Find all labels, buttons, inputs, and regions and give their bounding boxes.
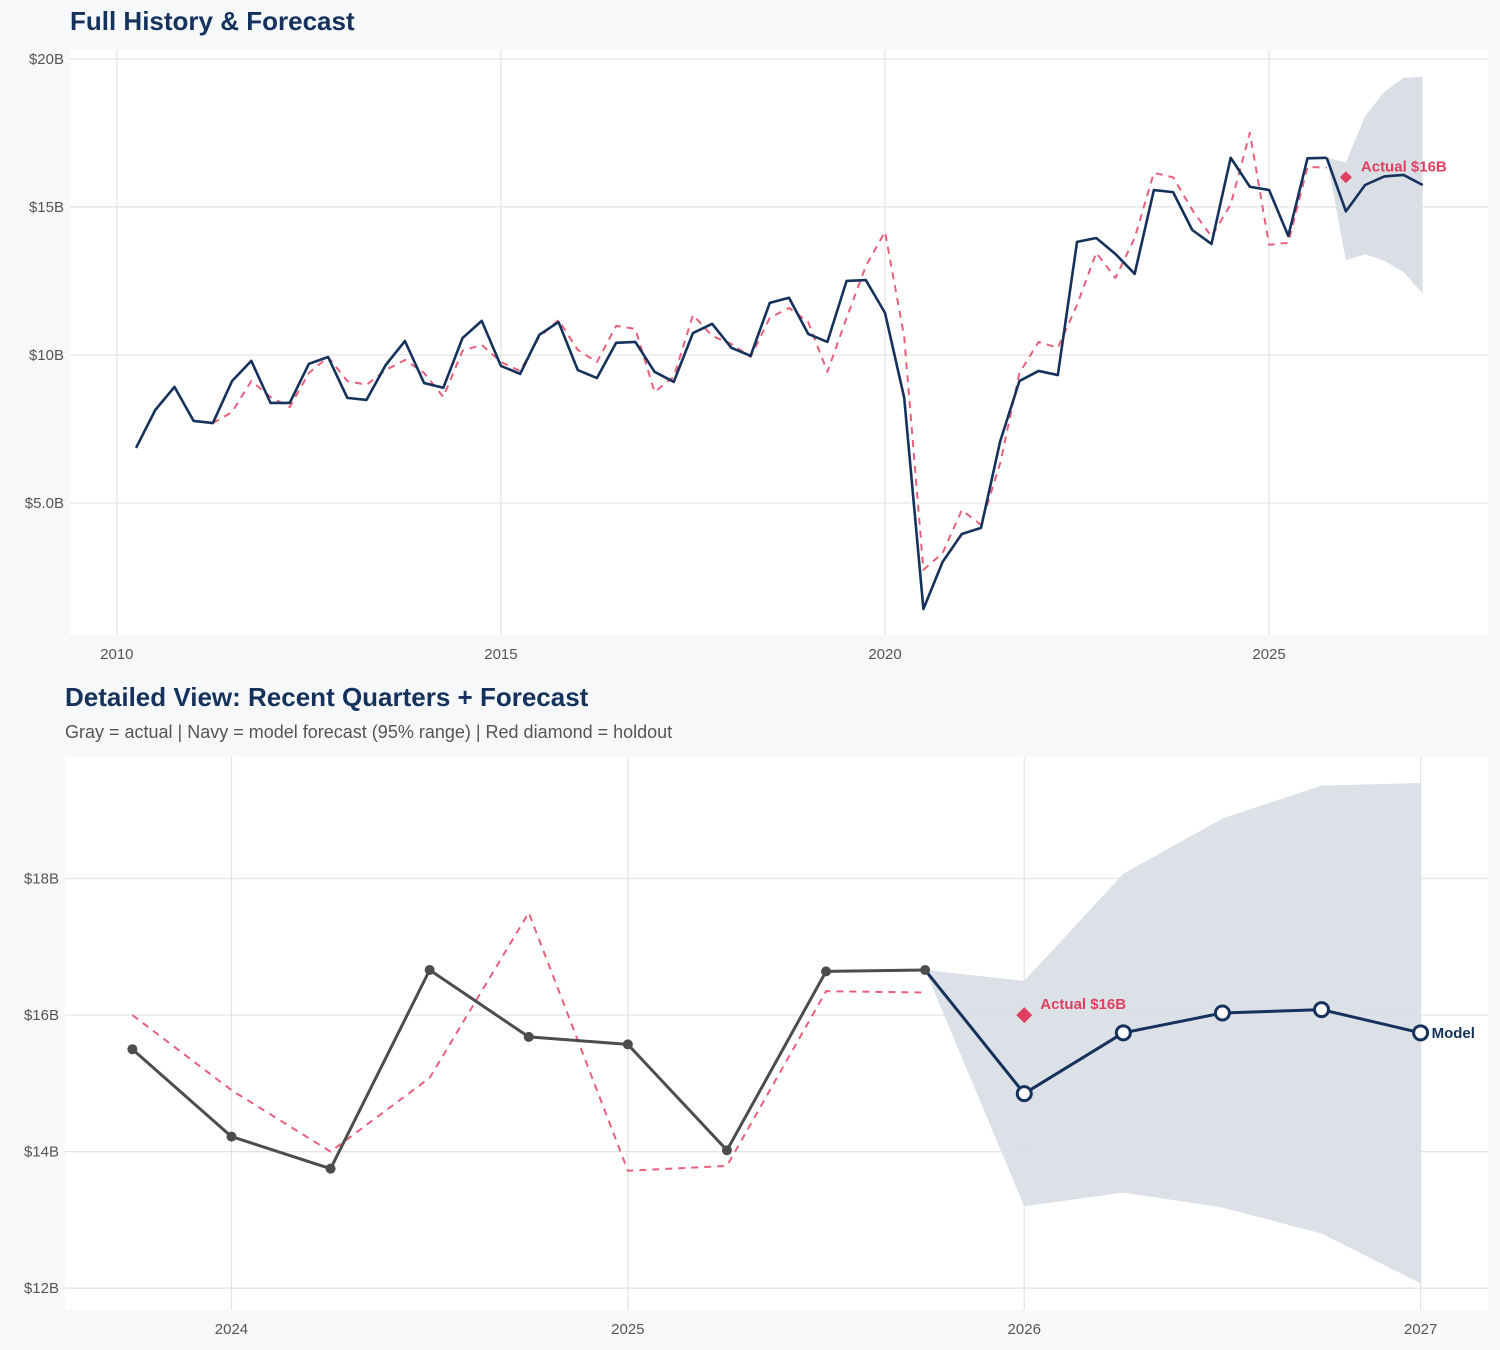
- model-end-label: Model: [1432, 1025, 1475, 1042]
- actual-point: [325, 1163, 336, 1174]
- y-tick-label: $18B: [24, 871, 59, 888]
- holdout-label: Actual $16B: [1040, 996, 1126, 1013]
- forecast-band: [925, 782, 1421, 1284]
- y-tick-label: $12B: [24, 1280, 59, 1297]
- actual-point: [523, 1031, 534, 1042]
- x-tick-label: 2020: [868, 646, 901, 663]
- holdout-diamond: [1339, 171, 1352, 184]
- x-tick-label: 2025: [611, 1321, 644, 1338]
- forecast-point: [1015, 1085, 1033, 1103]
- chart-0: 2010 2015 2020 2025 $5.0B $10B $15B $20B Actual …: [25, 50, 1488, 663]
- x-tick-label: 2010: [100, 646, 133, 663]
- forecast-point: [1313, 1001, 1331, 1019]
- y-tick-label: $10B: [29, 347, 64, 364]
- actual-point: [821, 966, 832, 977]
- fitted-line: [131, 911, 926, 1172]
- y-tick-label: $14B: [24, 1144, 59, 1161]
- y-tick-label: $20B: [29, 51, 64, 68]
- holdout-label: Actual $16B: [1361, 158, 1447, 175]
- chart-title-detailed-view: Detailed View: Recent Quarters + Forecas…: [65, 682, 589, 712]
- forecast-point: [1114, 1024, 1132, 1042]
- actual-point: [622, 1039, 633, 1050]
- actual-point: [424, 965, 435, 976]
- fitted-line: [212, 131, 1327, 571]
- chart-1: 2024 2025 2026 2027 $12B $14B $16B $18B Model Act…: [24, 757, 1488, 1338]
- y-tick-label: $5.0B: [25, 495, 64, 512]
- y-tick-label: $16B: [24, 1007, 59, 1024]
- chart-subtitle: Gray = actual | Navy = model forecast (9…: [65, 722, 673, 742]
- actual-point: [226, 1131, 237, 1142]
- plot-area: [70, 50, 1488, 635]
- forecast-point: [1213, 1004, 1231, 1022]
- x-tick-label: 2027: [1404, 1321, 1437, 1338]
- forecast-line: [923, 969, 1421, 1096]
- x-tick-label: 2026: [1008, 1321, 1041, 1338]
- forecast-point: [1412, 1024, 1430, 1042]
- actual-point: [721, 1145, 732, 1156]
- actual-point: [920, 965, 931, 976]
- forecast-band: [1326, 76, 1423, 294]
- x-tick-label: 2024: [215, 1321, 248, 1338]
- forecast-line: [1325, 157, 1424, 213]
- chart-title-full-history: Full History & Forecast: [70, 6, 355, 36]
- actual-point: [127, 1044, 138, 1055]
- y-tick-label: $15B: [29, 199, 64, 216]
- actual-line: [134, 156, 1327, 611]
- holdout-diamond: [1016, 1007, 1033, 1024]
- x-tick-label: 2025: [1252, 646, 1285, 663]
- x-tick-label: 2015: [484, 646, 517, 663]
